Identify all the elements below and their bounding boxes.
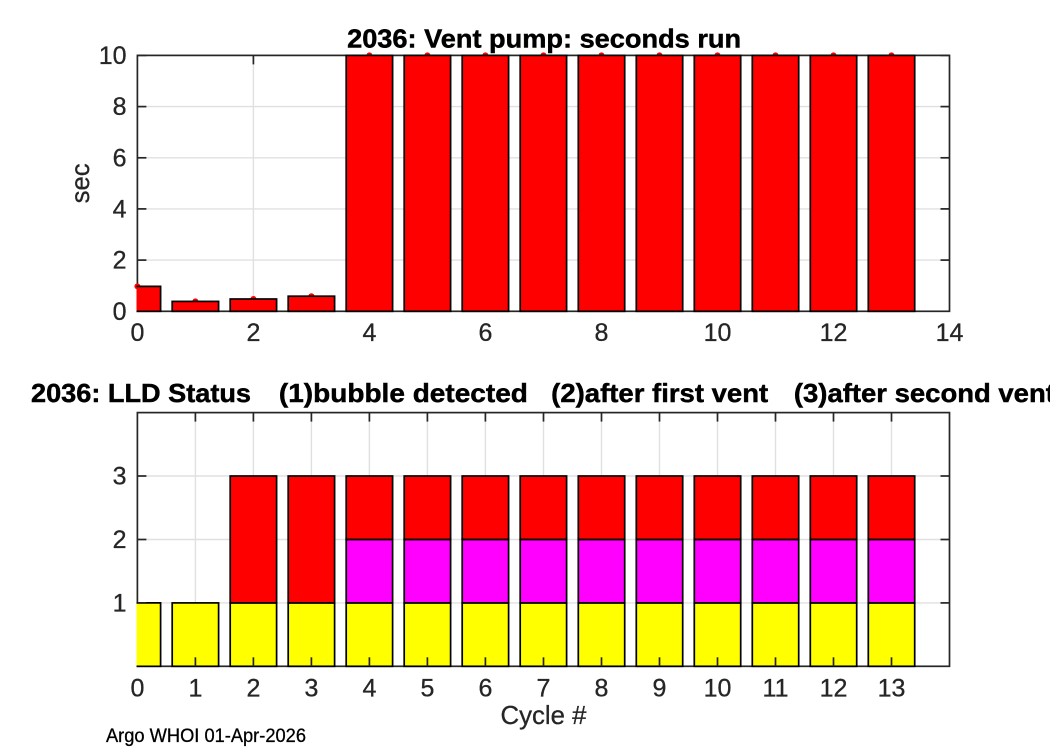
svg-text:2036: LLD Status: 2036: LLD Status xyxy=(31,378,251,408)
svg-text:1: 1 xyxy=(113,590,127,618)
svg-text:6: 6 xyxy=(113,144,127,172)
svg-text:6: 6 xyxy=(478,319,492,347)
svg-text:Argo WHOI 01-Apr-2026: Argo WHOI 01-Apr-2026 xyxy=(106,725,306,747)
svg-text:2: 2 xyxy=(246,674,260,702)
svg-text:0: 0 xyxy=(113,298,127,326)
svg-text:8: 8 xyxy=(595,319,609,347)
svg-text:(3)after second vent: (3)after second vent xyxy=(794,378,1050,408)
svg-text:10: 10 xyxy=(704,674,732,702)
svg-text:6: 6 xyxy=(478,674,492,702)
svg-text:13: 13 xyxy=(878,674,906,702)
svg-text:3: 3 xyxy=(304,674,318,702)
svg-text:10: 10 xyxy=(704,319,732,347)
svg-text:4: 4 xyxy=(113,196,127,224)
svg-text:10: 10 xyxy=(99,42,127,70)
svg-text:1: 1 xyxy=(188,674,202,702)
svg-text:0: 0 xyxy=(130,319,144,347)
svg-text:7: 7 xyxy=(537,674,551,702)
svg-text:9: 9 xyxy=(653,674,667,702)
svg-text:3: 3 xyxy=(113,463,127,491)
svg-text:2: 2 xyxy=(113,526,127,554)
svg-text:2: 2 xyxy=(246,319,260,347)
svg-text:2036: Vent pump: seconds run: 2036: Vent pump: seconds run xyxy=(347,23,741,53)
svg-text:(1)bubble detected: (1)bubble detected xyxy=(279,378,528,408)
svg-text:12: 12 xyxy=(820,319,848,347)
svg-text:2: 2 xyxy=(113,247,127,275)
svg-text:4: 4 xyxy=(362,674,376,702)
svg-text:12: 12 xyxy=(820,674,848,702)
svg-text:8: 8 xyxy=(113,93,127,121)
svg-text:sec: sec xyxy=(65,163,95,203)
svg-text:4: 4 xyxy=(362,319,376,347)
svg-text:Cycle #: Cycle # xyxy=(501,700,588,730)
svg-text:11: 11 xyxy=(763,674,789,702)
svg-text:(2)after first vent: (2)after first vent xyxy=(551,378,768,408)
svg-text:5: 5 xyxy=(420,674,434,702)
svg-text:14: 14 xyxy=(936,319,964,347)
svg-text:0: 0 xyxy=(130,674,144,702)
svg-text:8: 8 xyxy=(595,674,609,702)
